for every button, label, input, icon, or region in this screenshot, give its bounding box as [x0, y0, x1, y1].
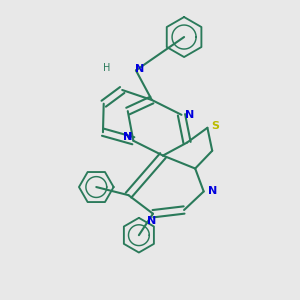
Text: H: H [103, 63, 111, 73]
Text: N: N [208, 187, 218, 196]
Text: N: N [135, 64, 144, 74]
Text: N: N [123, 132, 132, 142]
Text: N: N [147, 216, 156, 226]
Text: N: N [123, 132, 132, 142]
Text: N: N [185, 110, 194, 120]
Text: S: S [212, 121, 220, 131]
